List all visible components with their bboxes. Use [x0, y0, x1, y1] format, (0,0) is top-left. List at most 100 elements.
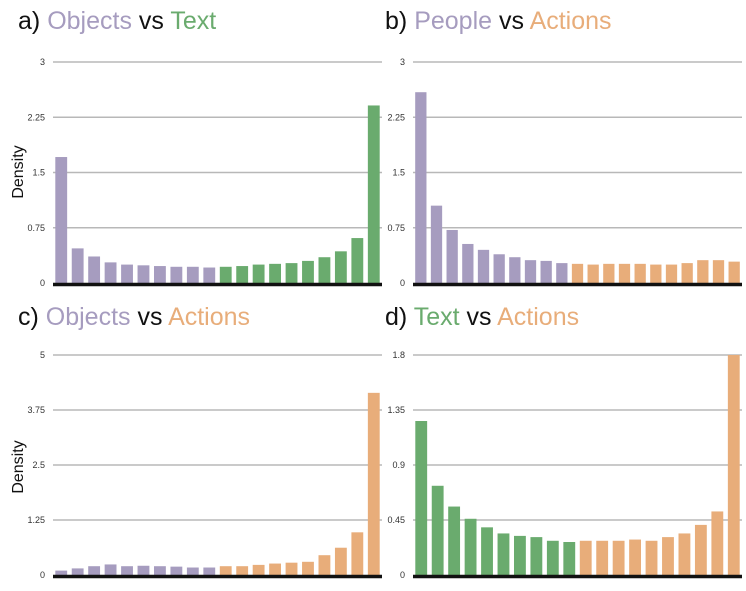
bar-objects-1 — [71, 568, 84, 575]
bar-objects-4 — [121, 264, 133, 283]
y-axis-label: Density — [10, 440, 27, 493]
y-tick-label: 5 — [40, 350, 45, 360]
bar-people-4 — [477, 249, 490, 283]
bar-actions-14 — [285, 562, 298, 575]
title-part-2: Actions — [530, 7, 612, 35]
bar-text-1 — [431, 485, 444, 575]
bar-people-2 — [446, 229, 458, 283]
title-part-1: vs — [492, 7, 530, 35]
bar-actions-11 — [587, 264, 599, 283]
bar-actions-14 — [634, 263, 646, 283]
y-tick-label: 0.45 — [387, 515, 405, 525]
bar-objects-7 — [170, 566, 183, 575]
bar-text-5 — [497, 533, 510, 575]
bar-text-17 — [334, 251, 347, 283]
y-tick-label: 0.9 — [392, 460, 405, 470]
bar-actions-17 — [681, 263, 693, 283]
y-tick-label: 0 — [400, 570, 405, 580]
bar-actions-18 — [351, 532, 364, 575]
bar-actions-10 — [219, 566, 232, 575]
y-tick-label: 2.25 — [387, 112, 405, 122]
title-part-1: vs — [131, 303, 169, 331]
bar-text-9 — [563, 542, 576, 575]
bar-text-0 — [415, 421, 428, 575]
bar-actions-15 — [302, 561, 314, 575]
title-part-0: Objects — [47, 7, 132, 35]
panel-letter: a) — [18, 7, 47, 35]
bar-objects-8 — [186, 266, 199, 283]
y-tick-label: 2.5 — [32, 460, 45, 470]
bar-objects-0 — [55, 570, 68, 575]
title-part-1: vs — [460, 303, 498, 331]
bar-actions-10 — [571, 263, 584, 283]
y-tick-label: 3 — [400, 57, 405, 67]
y-tick-label: 0 — [40, 570, 45, 580]
bar-people-7 — [524, 260, 537, 283]
chart-title: b) People vs Actions — [385, 7, 612, 35]
y-tick-label: 0.75 — [27, 223, 45, 233]
chart-panel-a: a) Objects vs Text 0 0.75 1.5 2.25 3 Density — [10, 7, 382, 288]
panel-letter: d) — [385, 303, 414, 331]
bar-actions-18 — [711, 511, 724, 575]
y-tick-label: 1.5 — [32, 168, 45, 178]
bar-people-1 — [430, 205, 443, 283]
bar-actions-16 — [318, 555, 331, 575]
bar-objects-5 — [137, 565, 150, 575]
title-part-2: Actions — [497, 303, 579, 331]
bar-text-11 — [236, 266, 249, 283]
bar-text-8 — [546, 540, 559, 575]
y-tick-label: 0 — [400, 278, 405, 288]
bar-text-4 — [481, 527, 493, 575]
bar-objects-4 — [121, 566, 133, 575]
y-tick-label: 2.25 — [27, 112, 45, 122]
bar-text-13 — [269, 263, 281, 283]
bar-text-15 — [302, 260, 314, 283]
bar-people-9 — [556, 263, 568, 283]
bar-people-0 — [415, 92, 427, 283]
bar-actions-15 — [650, 264, 662, 283]
bar-actions-20 — [728, 261, 740, 283]
bar-objects-9 — [203, 267, 216, 283]
bar-people-6 — [509, 257, 521, 283]
chart-panel-d: d) Text vs Actions 0 0.45 0.9 1.35 1.8 — [385, 303, 742, 580]
y-tick-label: 1.25 — [27, 515, 45, 525]
title-part-1: vs — [132, 7, 170, 35]
bar-people-8 — [540, 260, 552, 283]
bar-actions-11 — [596, 540, 609, 575]
bar-actions-12 — [612, 540, 625, 575]
bar-actions-15 — [662, 537, 674, 575]
bar-text-10 — [219, 266, 232, 283]
bar-objects-8 — [186, 567, 199, 575]
bar-text-6 — [514, 535, 526, 575]
bar-objects-0 — [55, 157, 68, 283]
bar-text-18 — [351, 238, 364, 283]
bar-actions-12 — [252, 564, 265, 575]
bar-actions-10 — [579, 540, 592, 575]
bar-objects-3 — [104, 262, 117, 283]
bar-actions-19 — [727, 355, 740, 575]
bar-objects-2 — [88, 566, 101, 575]
chart-panel-c: c) Objects vs Actions 0 1.25 2.5 3.75 5 Densit… — [10, 303, 382, 580]
bar-objects-6 — [154, 266, 166, 283]
bar-text-16 — [318, 257, 331, 283]
bar-actions-11 — [236, 566, 249, 575]
chart-title: c) Objects vs Actions — [18, 303, 250, 331]
title-part-2: Actions — [168, 303, 250, 331]
bar-actions-16 — [678, 533, 691, 575]
bar-actions-14 — [645, 540, 658, 575]
bar-text-3 — [464, 518, 477, 575]
bar-actions-18 — [697, 260, 709, 283]
bar-people-3 — [462, 243, 474, 283]
bar-actions-17 — [694, 524, 707, 575]
bar-actions-19 — [712, 260, 725, 283]
bar-text-12 — [252, 264, 265, 283]
bar-objects-9 — [203, 567, 216, 575]
title-part-0: Text — [414, 303, 460, 331]
bar-objects-6 — [154, 566, 166, 575]
bar-objects-3 — [104, 564, 117, 575]
bar-text-7 — [530, 537, 543, 575]
bar-actions-17 — [334, 547, 347, 575]
chart-title: d) Text vs Actions — [385, 303, 579, 331]
bar-objects-2 — [88, 256, 101, 283]
